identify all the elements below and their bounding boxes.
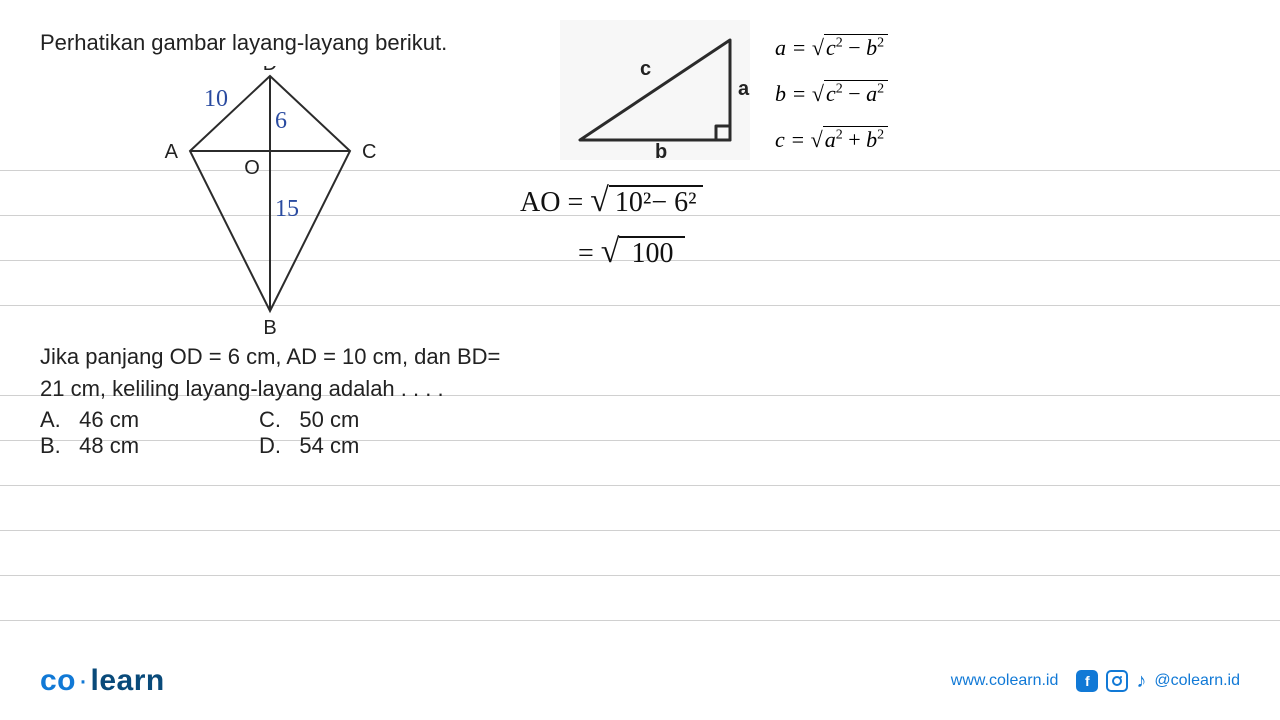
kite-diagram: D A C B O 10 6 15 (40, 66, 500, 346)
label-D: D (263, 66, 277, 75)
label-B: B (263, 317, 276, 339)
social-row: f ♪ @colearn.id (1076, 670, 1240, 693)
annot-ob: 15 (275, 196, 299, 223)
label-adj: b (655, 141, 667, 160)
social-handle: @colearn.id (1154, 672, 1240, 690)
label-opp: a (738, 78, 750, 100)
pythagoras-formulas: a = √c2 − b2 b = √c2 − a2 c = √a2 + b2 (775, 25, 888, 164)
answer-options: A. 46 cm B. 48 cm C. 50 cm D. 54 cm (40, 407, 1240, 459)
annot-od: 6 (275, 108, 287, 135)
work-line-2: = √100 (520, 226, 703, 277)
problem-text: Jika panjang OD = 6 cm, AD = 10 cm, dan … (40, 341, 1240, 405)
work-line-1: AO = √10²− 6² (520, 175, 703, 226)
formula-c: c = √a2 + b2 (775, 117, 888, 163)
handwritten-work: AO = √10²− 6² = √100 (520, 175, 703, 277)
label-A: A (165, 141, 179, 163)
tiktok-icon[interactable]: ♪ (1136, 670, 1146, 693)
formula-a: a = √c2 − b2 (775, 25, 888, 71)
annot-ad: 10 (204, 86, 228, 113)
option-c: C. 50 cm (259, 407, 359, 433)
right-triangle-ref: c a b (560, 20, 750, 160)
option-a: A. 46 cm (40, 407, 139, 433)
brand-logo: co·learn (40, 664, 165, 698)
label-C: C (362, 141, 376, 163)
instagram-icon[interactable] (1106, 670, 1128, 692)
option-d: D. 54 cm (259, 433, 359, 459)
option-b: B. 48 cm (40, 433, 139, 459)
given-line-2: 21 cm, keliling layang-layang adalah . .… (40, 373, 1240, 405)
website-link[interactable]: www.colearn.id (951, 672, 1059, 690)
label-hyp: c (640, 58, 651, 80)
label-O: O (244, 157, 260, 179)
footer: co·learn www.colearn.id f ♪ @colearn.id (40, 664, 1240, 698)
formula-b: b = √c2 − a2 (775, 71, 888, 117)
facebook-icon[interactable]: f (1076, 670, 1098, 692)
kite-svg: D A C B O (40, 66, 500, 346)
